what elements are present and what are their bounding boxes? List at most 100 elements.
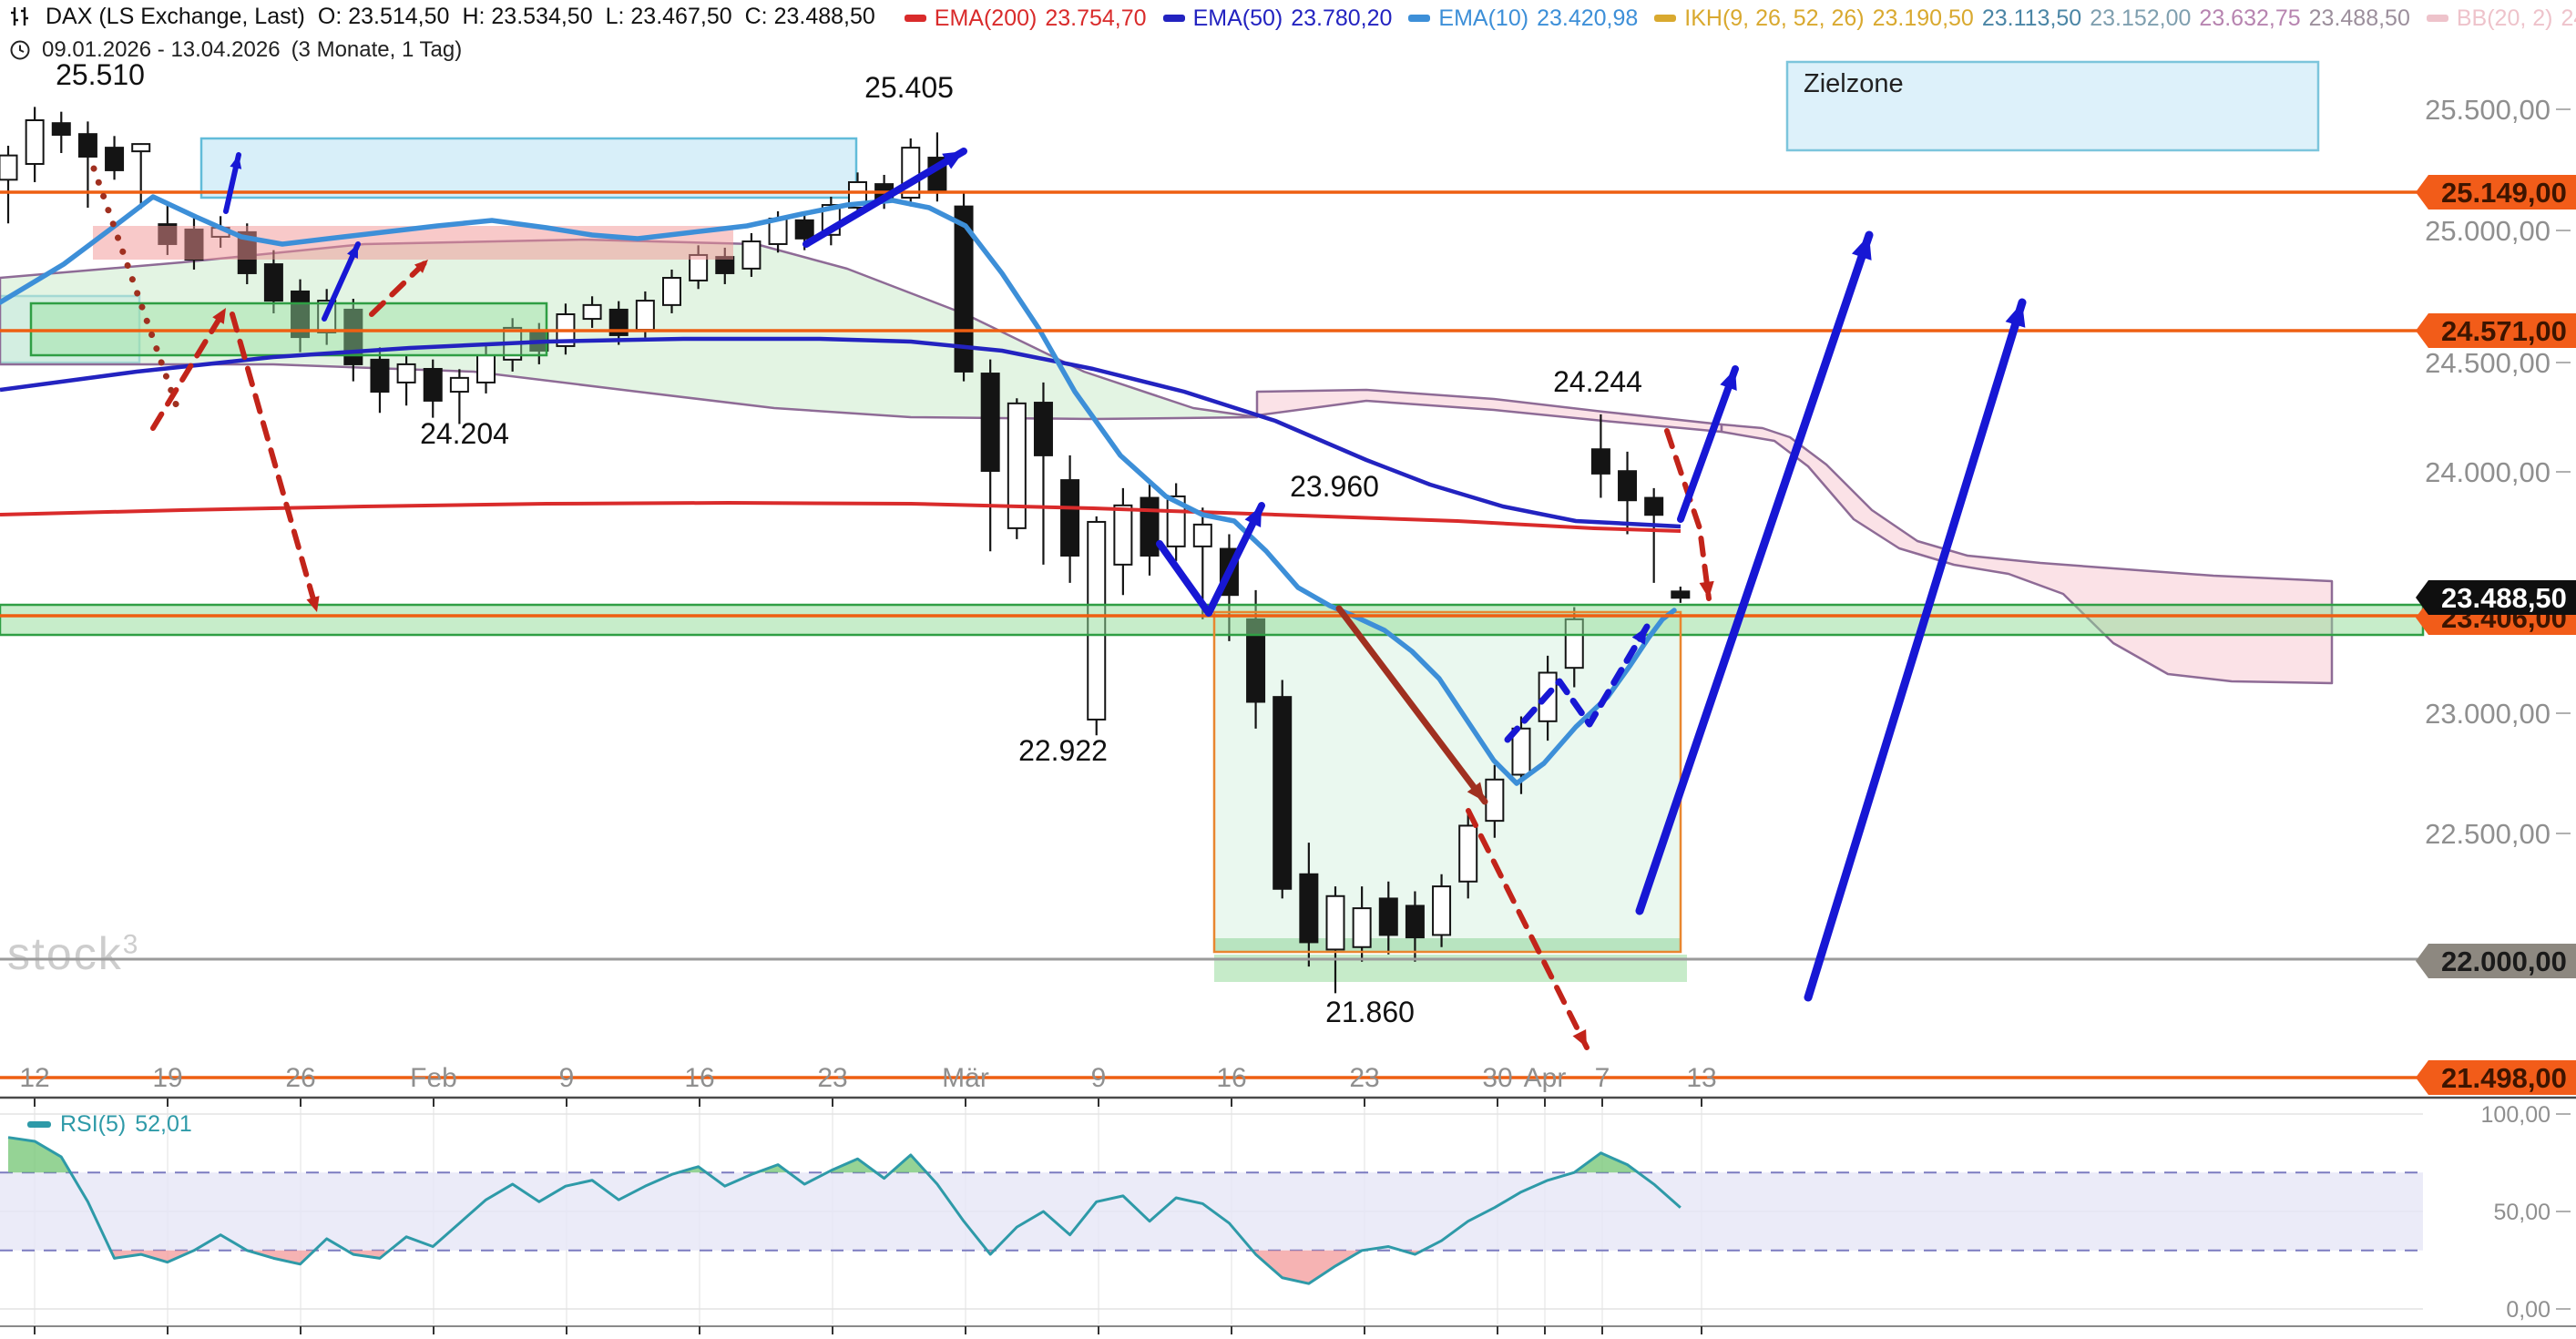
candle-body[interactable] bbox=[1458, 824, 1478, 883]
indicator-ema-10-[interactable]: EMA(10) 23.420,98 bbox=[1408, 5, 1638, 32]
x-axis-label[interactable]: 23 bbox=[817, 1063, 847, 1093]
candle-body[interactable] bbox=[1007, 402, 1027, 529]
candle-body[interactable] bbox=[1166, 495, 1186, 547]
x-axis-label[interactable]: 7 bbox=[1595, 1063, 1610, 1093]
candle-body[interactable] bbox=[1060, 479, 1080, 557]
candle-body[interactable] bbox=[25, 118, 45, 165]
indicator-value: 23.420,98 bbox=[1537, 5, 1639, 31]
indicator-value: 23.780,20 bbox=[1291, 5, 1393, 31]
candle-body[interactable] bbox=[396, 363, 416, 383]
x-axis-label[interactable]: 23 bbox=[1349, 1063, 1379, 1093]
indicator-bb-20-2-[interactable]: BB(20, 2)24.204,2423.134,0822.063,91 bbox=[2426, 5, 2576, 32]
price-badge-gray[interactable] bbox=[2416, 944, 2576, 978]
x-axis-label[interactable]: 13 bbox=[1686, 1063, 1716, 1093]
candle-body[interactable] bbox=[1618, 470, 1638, 502]
red-dashed-scenario-arrow bbox=[1466, 808, 1590, 1050]
candle-body[interactable] bbox=[51, 122, 71, 136]
candle-body[interactable] bbox=[263, 263, 283, 302]
x-axis-label[interactable]: 19 bbox=[152, 1063, 182, 1093]
rsi-legend-name[interactable]: RSI(5) bbox=[60, 1111, 127, 1137]
indicator-value: 23.754,70 bbox=[1045, 5, 1147, 31]
instrument-name[interactable]: DAX (LS Exchange, Last) bbox=[46, 3, 305, 29]
price-badge-orange[interactable] bbox=[2416, 313, 2576, 348]
candle-body[interactable] bbox=[1033, 402, 1053, 456]
candle-body[interactable] bbox=[1432, 885, 1452, 936]
indicator-dash-icon bbox=[1408, 15, 1431, 22]
blue-bullish-arrow-head bbox=[1851, 235, 1872, 261]
x-axis-label[interactable]: 16 bbox=[1216, 1063, 1246, 1093]
ichimoku-cloud-pink bbox=[1720, 423, 2334, 685]
candle-body[interactable] bbox=[77, 133, 97, 158]
resistance-box-cyan bbox=[199, 137, 858, 199]
date-range[interactable]: 09.01.2026 - 13.04.2026 bbox=[42, 36, 281, 62]
candle-body[interactable] bbox=[449, 376, 469, 394]
candle-body[interactable] bbox=[105, 147, 125, 171]
x-axis-label[interactable]: Mär bbox=[942, 1063, 989, 1093]
candle-body[interactable] bbox=[1299, 873, 1319, 944]
annotation-label[interactable]: 21.860 bbox=[1325, 996, 1415, 1028]
candle-body[interactable] bbox=[1352, 907, 1372, 948]
clock-icon bbox=[9, 39, 31, 61]
indicator-ema-50-[interactable]: EMA(50) 23.780,20 bbox=[1162, 5, 1393, 32]
candle-body[interactable] bbox=[1671, 590, 1691, 599]
indicator-value: 24.204,24 bbox=[2561, 5, 2576, 31]
period-header: 09.01.2026 - 13.04.2026 (3 Monate, 1 Tag… bbox=[9, 37, 2576, 63]
price-badge-black[interactable] bbox=[2416, 580, 2576, 615]
x-axis-label[interactable]: 9 bbox=[559, 1063, 575, 1093]
x-axis-label[interactable]: 12 bbox=[19, 1063, 49, 1093]
price-badge-orange[interactable] bbox=[2416, 175, 2576, 210]
ema200-line bbox=[0, 501, 1682, 533]
candle-body[interactable] bbox=[1113, 504, 1133, 566]
candle-body[interactable] bbox=[1378, 897, 1398, 936]
candle-body[interactable] bbox=[1405, 905, 1425, 939]
annotation-label[interactable]: 23.960 bbox=[1290, 470, 1379, 503]
candle-body[interactable] bbox=[423, 367, 443, 402]
rsi-scale-label: 0,00 bbox=[2506, 1297, 2550, 1323]
candle-body[interactable] bbox=[0, 154, 18, 181]
annotation-label[interactable]: 24.244 bbox=[1553, 365, 1642, 398]
candle-body[interactable] bbox=[1644, 496, 1664, 516]
annotation-label[interactable]: 25.405 bbox=[864, 71, 954, 104]
x-axis-label[interactable]: 26 bbox=[285, 1063, 315, 1093]
blue-bullish-arrow bbox=[1635, 230, 1874, 915]
candle-body[interactable] bbox=[635, 300, 655, 332]
candle-body[interactable] bbox=[1273, 696, 1293, 890]
dotted-decline-line bbox=[90, 165, 182, 415]
candle-body[interactable] bbox=[582, 303, 602, 321]
candle-body[interactable] bbox=[131, 143, 151, 153]
candle-body[interactable] bbox=[1325, 894, 1345, 951]
price-badge-orange[interactable] bbox=[2416, 1060, 2576, 1095]
candle-body[interactable] bbox=[1140, 496, 1160, 557]
x-axis-label[interactable]: Apr bbox=[1524, 1063, 1567, 1093]
indicator-ema-200-[interactable]: EMA(200) 23.754,70 bbox=[904, 5, 1147, 32]
candle-body[interactable] bbox=[370, 358, 390, 394]
candle-body[interactable] bbox=[1192, 523, 1212, 547]
blue-bullish-arrow-head bbox=[2005, 302, 2026, 328]
indicator-name: EMA(50) bbox=[1192, 5, 1283, 31]
period-granularity[interactable]: (3 Monate, 1 Tag) bbox=[291, 36, 463, 62]
candle-body[interactable] bbox=[980, 373, 1000, 472]
indicator-ikh-9-26-52-26-[interactable]: IKH(9, 26, 52, 26) 23.190,50 23.113,50 23.1… bbox=[1654, 5, 2410, 32]
x-axis-label[interactable]: 30 bbox=[1482, 1063, 1512, 1093]
x-axis-label[interactable]: Feb bbox=[410, 1063, 457, 1093]
candle-body[interactable] bbox=[608, 308, 629, 336]
annotation-label[interactable]: 22.922 bbox=[1018, 734, 1108, 767]
ohlc-high: H: 23.534,50 bbox=[462, 3, 593, 29]
candle-body[interactable] bbox=[794, 219, 814, 240]
candle-body[interactable] bbox=[1590, 448, 1610, 475]
indicator-name: BB(20, 2) bbox=[2456, 5, 2553, 31]
x-axis-label[interactable]: 9 bbox=[1091, 1063, 1107, 1093]
ichimoku-cloud-twist bbox=[1255, 388, 1723, 434]
rsi-overbought-fill bbox=[827, 1159, 876, 1173]
candle-body[interactable] bbox=[1511, 727, 1531, 776]
indicator-legend: EMA(200) 23.754,70 EMA(50) 23.780,20 EMA(10)… bbox=[888, 2, 2576, 32]
x-axis-label[interactable]: 16 bbox=[684, 1063, 714, 1093]
annotation-label[interactable]: 25.510 bbox=[56, 58, 145, 91]
candle-body[interactable] bbox=[741, 240, 762, 270]
candle-body[interactable] bbox=[476, 354, 496, 383]
candle-body[interactable] bbox=[662, 277, 681, 306]
candle-body[interactable] bbox=[1485, 778, 1505, 823]
rsi-legend-dash-icon bbox=[27, 1121, 51, 1128]
red-dashed-scenario-arrow-head bbox=[306, 596, 320, 612]
annotation-label[interactable]: 24.204 bbox=[420, 417, 509, 450]
